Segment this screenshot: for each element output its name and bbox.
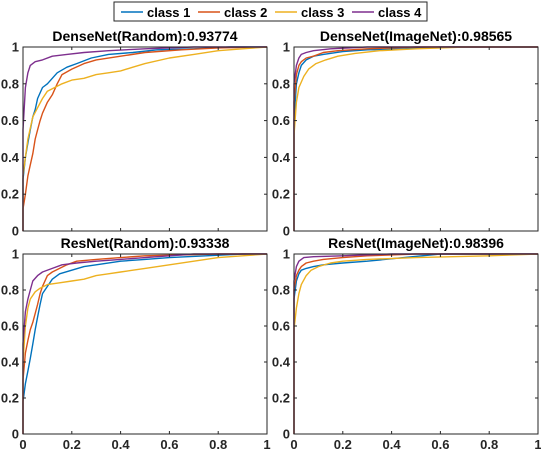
y-tick-label: 0.2	[1, 391, 19, 406]
series-line-class-2	[22, 46, 268, 231]
y-tick-label: 0.6	[272, 319, 290, 334]
series-line-class-1	[22, 253, 267, 434]
panel-title: DenseNet(Random):0.93774	[52, 28, 237, 44]
legend: class 1 class 2 class 3 class 4	[113, 1, 428, 22]
axes-box	[22, 46, 268, 232]
panel-title: ResNet(ImageNet):0.98396	[328, 235, 504, 251]
series-line-class-2	[293, 46, 538, 231]
y-tick-label: 0.4	[1, 355, 20, 370]
legend-label-class-2: class 2	[224, 5, 267, 20]
y-tick-label: 0.2	[272, 391, 290, 406]
series-line-class-3	[22, 253, 268, 434]
plot-area: 0 0.2 0.4 0.6 0.8 1 0 0.2 0.4 0.6 0.8 1	[1, 247, 271, 453]
plot-background	[23, 254, 267, 434]
y-tick-label: 0.2	[272, 187, 290, 202]
x-tick-label: 1	[263, 437, 270, 452]
y-tick-label: 1	[12, 40, 19, 55]
y-tick-label: 0	[283, 427, 290, 442]
y-tick-label: 0.8	[272, 283, 290, 298]
chart-panel-resnet-random: ResNet(Random):0.93338 0 0.2 0.4 0.6 0.8 1 0 0.…	[1, 235, 271, 452]
plot-area: 0 0.2 0.4 0.6 0.8 1 0 0.2 0.4 0.6 0.8 1	[272, 247, 541, 453]
plot-area: 0 0.2 0.4 0.6 0.8 1	[272, 40, 539, 239]
panel-title: DenseNet(ImageNet):0.98565	[320, 28, 512, 44]
x-tick-label: 0.2	[334, 437, 352, 452]
x-tick-label: 0.8	[480, 437, 498, 452]
x-tick-label: 0.8	[209, 437, 227, 452]
plot-background	[294, 254, 538, 434]
x-tick-label: 1	[534, 437, 541, 452]
series-line-class-4	[293, 46, 538, 231]
y-tick-label: 1	[12, 247, 19, 262]
series-line-class-4	[22, 46, 267, 231]
series-line-class-3	[293, 46, 538, 231]
x-tick-label: 0.6	[160, 437, 178, 452]
y-tick-label: 0.6	[1, 319, 19, 334]
x-tick-label: 0.4	[112, 437, 131, 452]
x-tick-label: 0.2	[63, 437, 81, 452]
series-line-class-4	[22, 253, 267, 434]
chart-panel-densenet-imagenet: DenseNet(ImageNet):0.98565 0 0.2 0.4 0.6 0.8…	[272, 28, 539, 239]
y-tick-label: 0.8	[272, 76, 290, 91]
legend-label-class-3: class 3	[301, 5, 344, 20]
plot-background	[23, 47, 267, 231]
y-tick-label: 0	[12, 224, 19, 239]
x-tick-label: 0	[290, 437, 297, 452]
y-tick-label: 0.2	[1, 187, 19, 202]
y-tick-label: 0.4	[272, 355, 291, 370]
y-tick-label: 0.4	[1, 150, 20, 165]
series-line-class-2	[22, 253, 267, 434]
series-line-class-3	[293, 253, 539, 434]
x-tick-label: 0.4	[383, 437, 402, 452]
y-tick-label: 1	[283, 40, 290, 55]
chart-panel-resnet-imagenet: ResNet(ImageNet):0.98396 0 0.2 0.4 0.6 0.8 10…	[272, 235, 541, 452]
y-tick-label: 0	[12, 427, 19, 442]
y-tick-label: 0.6	[1, 113, 19, 128]
y-tick-label: 1	[283, 247, 290, 262]
series-line-class-4	[293, 253, 538, 434]
axes-box	[22, 253, 268, 435]
y-tick-label: 0.4	[272, 150, 291, 165]
y-tick-label: 0.8	[1, 283, 19, 298]
panel-title: ResNet(Random):0.93338	[61, 235, 230, 251]
legend-label-class-4: class 4	[378, 5, 422, 20]
x-tick-label: 0.6	[431, 437, 449, 452]
chart-panel-densenet-random: DenseNet(Random):0.93774 0 0.2 0.4 0.6 0.8 1	[1, 28, 268, 239]
plot-area: 0 0.2 0.4 0.6 0.8 1	[1, 40, 268, 239]
series-line-class-3	[22, 46, 268, 231]
axes-box	[293, 253, 539, 435]
x-tick-label: 0	[19, 437, 26, 452]
y-tick-label: 0.6	[272, 113, 290, 128]
series-line-class-2	[293, 253, 538, 434]
legend-box	[113, 1, 428, 22]
axes-box	[293, 46, 539, 232]
y-tick-label: 0	[283, 224, 290, 239]
legend-label-class-1: class 1	[147, 5, 190, 20]
y-tick-label: 0.8	[1, 76, 19, 91]
plot-background	[294, 47, 538, 231]
